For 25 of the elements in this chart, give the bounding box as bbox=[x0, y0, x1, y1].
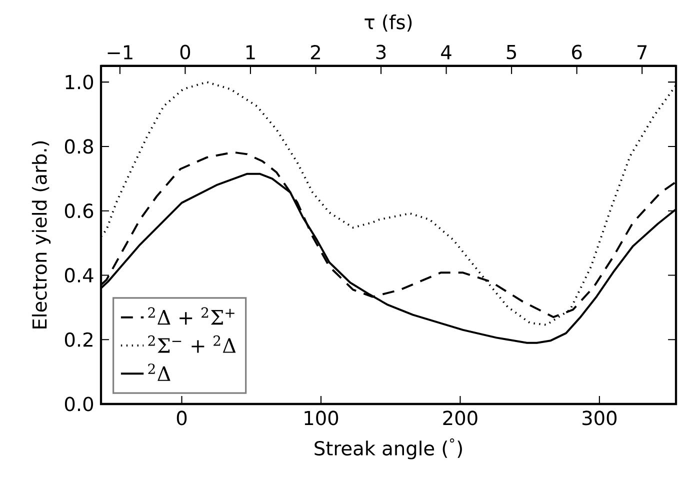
y-tick-label: 0.4 bbox=[64, 268, 94, 283]
y-tick-label: 0.8 bbox=[64, 139, 93, 154]
x-axis-title: Streak angle ($^{°}$) bbox=[314, 438, 462, 460]
x2-tick-label: 5 bbox=[506, 44, 516, 60]
y-tick-label: 0.0 bbox=[64, 396, 94, 412]
x-tick-label: 100 bbox=[304, 410, 338, 426]
x2-tick-label: 6 bbox=[572, 44, 582, 60]
legend-label: $^{2}$Σ$^{−}$ + $^{2}$Δ bbox=[148, 335, 236, 353]
x2-tick-label: 2 bbox=[311, 44, 320, 60]
x2-tick-label: 7 bbox=[638, 45, 647, 60]
y-axis-title: Electron yield (arb.) bbox=[32, 141, 51, 328]
y-tick-label: 0.6 bbox=[64, 204, 94, 218]
x2-tick-label: 3 bbox=[376, 44, 386, 60]
legend-label: $^{2}$Δ + $^{2}$Σ$^{+}$ bbox=[148, 307, 234, 325]
x-tick-label: 200 bbox=[443, 410, 478, 426]
x2-axis-title: τ (fs) bbox=[364, 14, 412, 32]
x2-tick-label: 1 bbox=[246, 45, 255, 60]
x-tick-label: 300 bbox=[582, 410, 617, 426]
x2-tick-label: 0 bbox=[180, 44, 190, 60]
x2-tick-label: −1 bbox=[108, 45, 132, 60]
y-tick-label: 0.2 bbox=[64, 332, 92, 347]
legend-label: $^{2}$Δ bbox=[148, 364, 170, 381]
y-tick-label: 1.0 bbox=[66, 74, 94, 90]
x-tick-label: 0 bbox=[176, 410, 187, 426]
x2-tick-label: 4 bbox=[441, 45, 452, 60]
